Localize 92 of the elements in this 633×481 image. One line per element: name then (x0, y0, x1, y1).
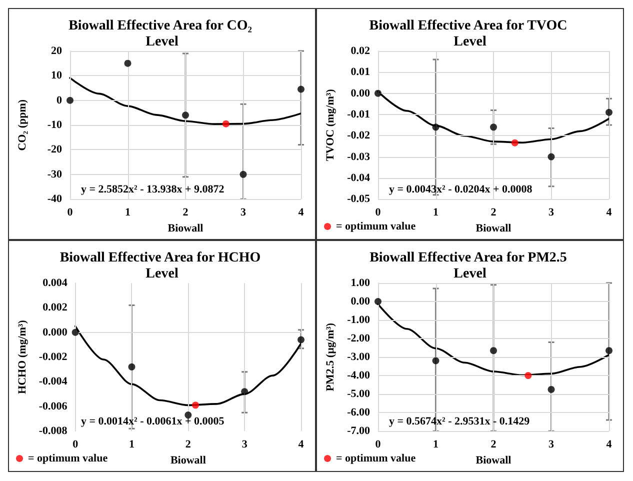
point (511, 139, 518, 146)
point (240, 170, 247, 178)
y-axis-title: TVOC (mg/m³) (324, 88, 336, 161)
x-tick-label: 3 (242, 438, 248, 451)
x-axis-title: Biowall (476, 454, 512, 466)
point (128, 363, 136, 370)
y-tick-label: -20 (47, 144, 62, 156)
y-tick-label: -3.00 (347, 351, 370, 364)
annotation: y = 0.0014x² - 0.0061x + 0.0005 (81, 416, 225, 428)
y-tick-label: -0.01 (347, 108, 370, 120)
x-tick-label: 0 (72, 438, 79, 451)
x-tick-label: 2 (490, 206, 497, 219)
x-tick-label: 4 (298, 438, 304, 451)
x-tick-label: 1 (433, 438, 438, 451)
x-tick-label: 4 (606, 438, 612, 451)
y-tick-label: 0.002 (42, 302, 68, 314)
x-tick-label: 2 (185, 438, 192, 451)
point (182, 112, 189, 119)
chart-title: Biowall Effective Area for PM2.5 Level (370, 250, 570, 282)
y-tick-label: -4.00 (347, 370, 370, 382)
annotation: y = 0.0043x² - 0.0204x + 0.0008 (389, 184, 533, 196)
y-tick-label: -0.05 (347, 193, 370, 206)
y-axis-title: PM2.5 (µg/m³) (324, 322, 336, 392)
y-tick-label: -40 (47, 193, 62, 206)
point (524, 372, 532, 380)
x-tick-label: 4 (298, 206, 304, 219)
x-tick-label: 3 (548, 438, 554, 451)
x-tick-label: 2 (182, 206, 189, 219)
legend-label: = optimum value (336, 220, 416, 232)
point (432, 357, 440, 364)
point (222, 120, 230, 128)
point (606, 347, 612, 354)
y-tick-label: -0.04 (347, 172, 370, 184)
y-tick-label: -2.00 (347, 332, 370, 345)
annotation: y = 2.5852x² - 13.938x + 9.0872 (81, 184, 225, 196)
point (124, 60, 132, 67)
point (241, 388, 248, 396)
y-tick-label: -10 (47, 119, 62, 132)
y-tick-label: 10 (51, 70, 62, 82)
y-tick-label: 0 (56, 94, 62, 106)
y-tick-label: 0.01 (350, 66, 370, 78)
point (548, 386, 555, 393)
x-tick-label: 3 (548, 206, 554, 219)
y-tick-label: -6.00 (347, 406, 370, 419)
x-tick-label: 2 (490, 438, 497, 451)
x-tick-label: 4 (606, 206, 612, 219)
y-tick-label: 0.00 (350, 87, 370, 100)
legend-label: = optimum value (336, 452, 416, 464)
y-axis-title: HCHO (mg/m³) (16, 320, 28, 394)
point (374, 90, 382, 97)
y-tick-label: 1.00 (350, 277, 370, 289)
x-tick-label: 1 (128, 438, 134, 451)
y-tick-label: 0.00 (350, 296, 370, 308)
point (490, 124, 497, 131)
y-tick-label: -0.004 (38, 376, 68, 388)
y-tick-label: -30 (47, 168, 62, 180)
point (606, 108, 612, 116)
point (66, 96, 74, 104)
y-tick-label: 20 (51, 45, 62, 57)
x-axis-title: Biowall (170, 454, 206, 466)
line-series (69, 77, 302, 125)
y-tick-label: -7.00 (347, 425, 370, 438)
point (374, 298, 382, 306)
point (432, 124, 440, 131)
y-tick-label: -0.006 (38, 400, 68, 412)
x-tick-label: 0 (375, 206, 382, 219)
x-tick-label: 1 (433, 206, 438, 219)
annotation: y = 0.5674x² - 2.9531x - 0.1429 (389, 416, 530, 428)
point (192, 402, 199, 409)
x-tick-label: 1 (125, 206, 130, 219)
x-tick-label: 0 (375, 438, 382, 451)
x-tick-label: 3 (240, 206, 246, 219)
y-tick-label: 0.02 (350, 45, 370, 57)
chart-title: Biowall Effective Area for TVOC Level (369, 18, 571, 50)
y-tick-label: 0.000 (42, 326, 68, 338)
chart-title: Biowall Effective Area for CO₂ Level (68, 18, 256, 50)
y-tick-label: -0.002 (38, 351, 68, 364)
point (72, 328, 79, 336)
y-tick-label: -0.03 (347, 150, 370, 163)
y-axis-title: CO₂ (ppm) (16, 99, 28, 151)
point (298, 336, 304, 344)
x-axis-title: Biowall (168, 222, 204, 234)
legend-label: = optimum value (28, 452, 108, 464)
y-tick-label: -5.00 (347, 388, 370, 400)
point (548, 153, 555, 160)
y-tick-label: -0.008 (38, 425, 68, 438)
point (298, 86, 304, 93)
point (184, 412, 192, 419)
y-tick-label: -1.00 (347, 314, 370, 326)
x-axis-title: Biowall (476, 222, 512, 234)
point (490, 347, 497, 354)
y-tick-label: -0.02 (347, 130, 370, 142)
